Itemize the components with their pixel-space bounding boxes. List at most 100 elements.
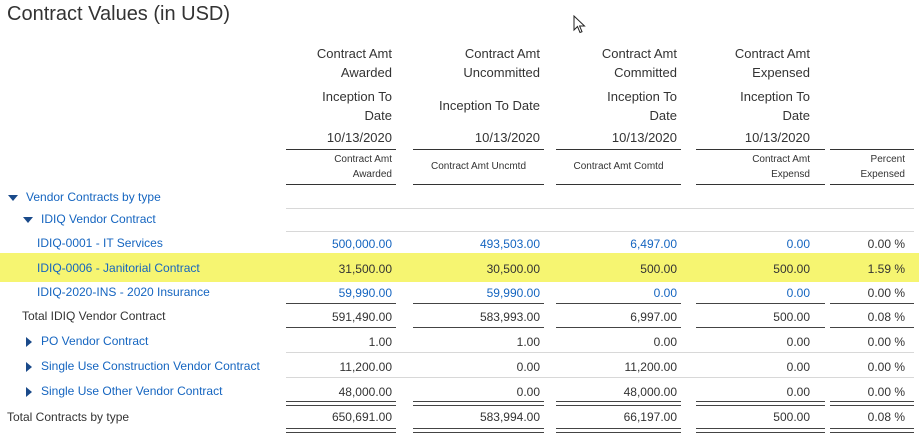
contract-link-idiq-0001[interactable]: IDIQ-0001 - IT Services xyxy=(37,236,163,250)
grand-total-bottom-rule xyxy=(413,428,544,433)
value-percent-expensed: 0.00 % xyxy=(867,385,905,399)
col2-header-line1: Contract Amt xyxy=(464,46,540,61)
col2-header-rule xyxy=(413,149,544,150)
triangle-down-icon[interactable] xyxy=(23,217,33,223)
value-committed: 0.00 xyxy=(653,335,677,349)
subtotal-bottom-rule xyxy=(286,327,396,328)
col3-header-rule xyxy=(556,149,681,150)
row-divider xyxy=(286,352,914,353)
value-percent-expensed: 0.00 % xyxy=(867,286,905,300)
grand-total-rule xyxy=(696,401,825,406)
col3-subheader: Contract Amt Comtd xyxy=(573,161,664,172)
value-awarded[interactable]: 59,990.00 xyxy=(338,286,392,300)
value-percent-expensed: 0.00 % xyxy=(867,335,905,349)
subtotal-rule xyxy=(830,303,914,304)
value-committed: 6,997.00 xyxy=(630,310,677,324)
subtotal-rule xyxy=(413,303,544,304)
col4-header-line1: Contract Amt xyxy=(734,46,810,61)
col1-header-rule xyxy=(286,149,396,150)
value-expensed: 0.00 xyxy=(786,360,810,374)
col1-subheader-rule xyxy=(286,184,396,185)
grand-total-bottom-rule xyxy=(556,428,681,433)
col5-subheader-line2: Expensed xyxy=(860,169,905,180)
value-uncommitted: 1.00 xyxy=(516,335,540,349)
col4-header-rule xyxy=(696,149,825,150)
value-awarded: 1.00 xyxy=(368,335,392,349)
grand-total-bottom-rule xyxy=(286,428,396,433)
col4-subheader-rule xyxy=(696,184,825,185)
value-expensed[interactable]: 0.00 xyxy=(786,286,810,300)
value-percent-expensed: 0.08 % xyxy=(867,410,905,424)
mouse-pointer-icon xyxy=(573,15,586,34)
value-percent-expensed: 0.08 % xyxy=(867,310,905,324)
value-committed[interactable]: 500.00 xyxy=(640,262,677,276)
group-idiq-vendor-contract[interactable]: IDIQ Vendor Contract xyxy=(41,212,156,226)
col5-header-rule xyxy=(830,149,914,150)
value-uncommitted[interactable]: 59,990.00 xyxy=(486,286,540,300)
value-awarded: 48,000.00 xyxy=(338,385,392,399)
col5-subheader-rule xyxy=(830,184,914,185)
value-expensed: 0.00 xyxy=(786,335,810,349)
subtotal-rule xyxy=(286,303,396,304)
row-divider xyxy=(286,231,914,232)
value-expensed: 500.00 xyxy=(773,310,810,324)
col4-period-line1: Inception To xyxy=(740,89,810,104)
row-divider xyxy=(286,208,914,209)
value-awarded[interactable]: 500,000.00 xyxy=(331,237,392,251)
col1-subheader-line1: Contract Amt xyxy=(334,154,392,165)
triangle-right-icon[interactable] xyxy=(26,337,32,347)
triangle-right-icon[interactable] xyxy=(26,387,32,397)
group-vendor-contracts-by-type[interactable]: Vendor Contracts by type xyxy=(26,190,161,204)
value-awarded[interactable]: 31,500.00 xyxy=(338,262,392,276)
col3-period-line1: Inception To xyxy=(607,89,677,104)
contract-link-idiq-2020-ins[interactable]: IDIQ-2020-INS - 2020 Insurance xyxy=(37,285,210,299)
value-committed[interactable]: 6,497.00 xyxy=(630,237,677,251)
value-expensed: 500.00 xyxy=(773,410,810,424)
value-expensed[interactable]: 0.00 xyxy=(786,237,810,251)
triangle-right-icon[interactable] xyxy=(26,362,32,372)
col4-header-line2: Expensed xyxy=(752,65,810,80)
group-po-vendor-contract[interactable]: PO Vendor Contract xyxy=(41,334,149,348)
value-committed[interactable]: 0.00 xyxy=(653,286,677,300)
value-expensed[interactable]: 500.00 xyxy=(773,262,810,276)
value-percent-expensed: 0.00 % xyxy=(867,237,905,251)
col3-subheader-rule xyxy=(556,184,681,185)
col2-date: 10/13/2020 xyxy=(474,130,540,145)
contract-link-idiq-0006[interactable]: IDIQ-0006 - Janitorial Contract xyxy=(37,261,200,275)
value-percent-expensed: 1.59 % xyxy=(867,262,905,276)
col3-date: 10/13/2020 xyxy=(611,130,677,145)
group-single-use-other[interactable]: Single Use Other Vendor Contract xyxy=(41,384,223,398)
grand-total-rule xyxy=(556,401,681,406)
col1-period-line1: Inception To xyxy=(322,89,392,104)
value-awarded: 650,691.00 xyxy=(331,410,392,424)
page-title: Contract Values (in USD) xyxy=(7,3,231,25)
col4-date: 10/13/2020 xyxy=(744,130,810,145)
grand-total-rule xyxy=(413,401,544,406)
value-uncommitted: 0.00 xyxy=(516,385,540,399)
value-committed: 48,000.00 xyxy=(623,385,677,399)
col2-subheader-rule xyxy=(413,184,544,185)
value-uncommitted: 583,994.00 xyxy=(479,410,540,424)
col3-header-line1: Contract Amt xyxy=(601,46,677,61)
grand-total-rule xyxy=(830,401,914,406)
value-awarded: 11,200.00 xyxy=(339,360,393,374)
value-committed: 66,197.00 xyxy=(623,410,677,424)
triangle-down-icon[interactable] xyxy=(8,195,18,201)
grand-total-label: Total Contracts by type xyxy=(7,410,130,424)
col4-period-line2: Date xyxy=(782,108,810,123)
col1-header-line2: Awarded xyxy=(340,65,392,80)
col2-period: Inception To Date xyxy=(439,98,540,113)
col3-header-line2: Committed xyxy=(614,65,677,80)
value-uncommitted[interactable]: 30,500.00 xyxy=(486,262,540,276)
value-committed: 11,200.00 xyxy=(624,360,678,374)
subtotal-idiq-label: Total IDIQ Vendor Contract xyxy=(22,309,166,323)
grand-total-bottom-rule xyxy=(696,428,825,433)
group-single-use-construction[interactable]: Single Use Construction Vendor Contract xyxy=(41,359,260,373)
value-expensed: 0.00 xyxy=(786,385,810,399)
value-awarded: 591,490.00 xyxy=(331,310,392,324)
col1-subheader-line2: Awarded xyxy=(352,169,392,180)
col1-period-line2: Date xyxy=(364,108,392,123)
subtotal-bottom-rule xyxy=(696,327,825,328)
value-uncommitted[interactable]: 493,503.00 xyxy=(479,237,540,251)
value-uncommitted: 583,993.00 xyxy=(479,310,540,324)
